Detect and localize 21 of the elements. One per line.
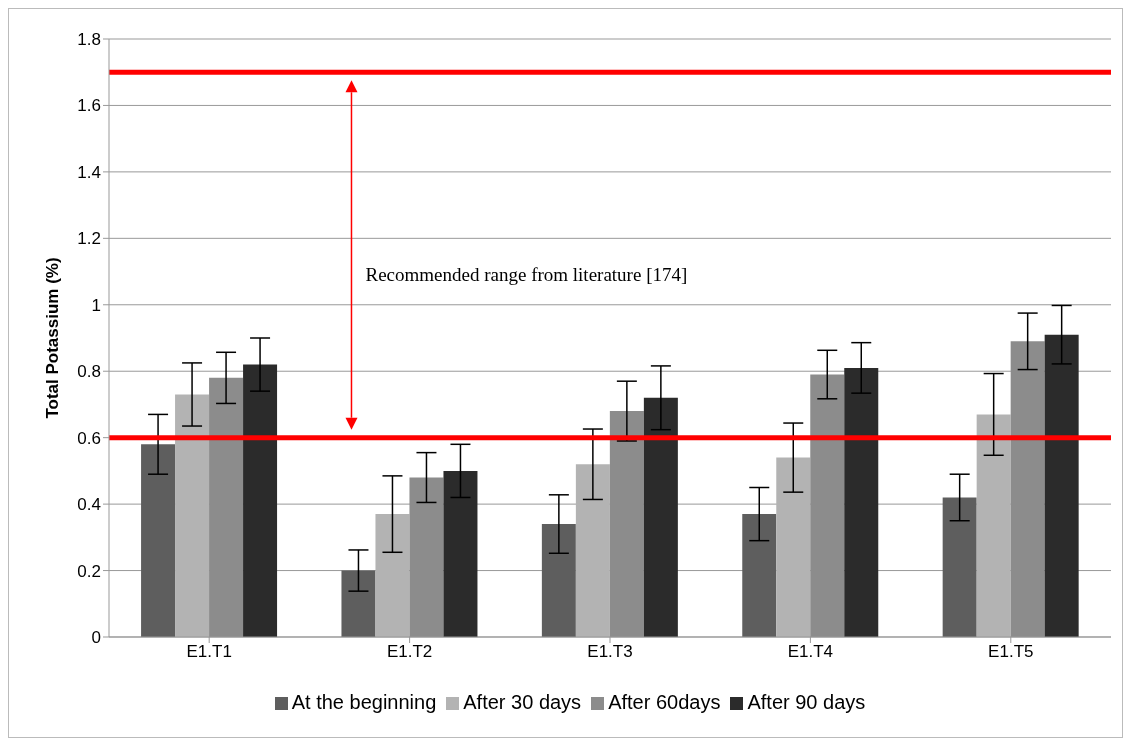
x-tick-label: E1.T3 xyxy=(587,642,633,662)
y-tick-label: 1 xyxy=(91,295,101,315)
y-tick-label: 1.6 xyxy=(77,96,101,116)
y-tick-label: 1.2 xyxy=(77,229,101,249)
y-tick-label: 0 xyxy=(91,628,101,648)
y-tick-label: 0.8 xyxy=(77,362,101,382)
y-tick-label: 0.2 xyxy=(77,561,101,581)
legend-label: At the beginning xyxy=(291,691,437,713)
y-axis-title: Total Potassium (%) xyxy=(43,257,63,419)
y-tick-label: 1.8 xyxy=(77,30,101,50)
x-tick-label: E1.T4 xyxy=(787,642,834,662)
x-tick-label: E1.T5 xyxy=(988,642,1034,662)
y-tick-label: 1.4 xyxy=(77,162,101,182)
annotation: Recommended range from literature [174] xyxy=(365,263,688,285)
legend-label: After 30 days xyxy=(463,691,582,713)
y-tick-label: 0.6 xyxy=(77,428,101,448)
x-tick-label: E1.T1 xyxy=(186,642,232,662)
legend-label: After 90 days xyxy=(747,691,866,713)
x-tick-label: E1.T2 xyxy=(386,642,433,662)
y-tick-label: 0.4 xyxy=(77,495,101,515)
legend-label: After 60days xyxy=(608,691,721,713)
